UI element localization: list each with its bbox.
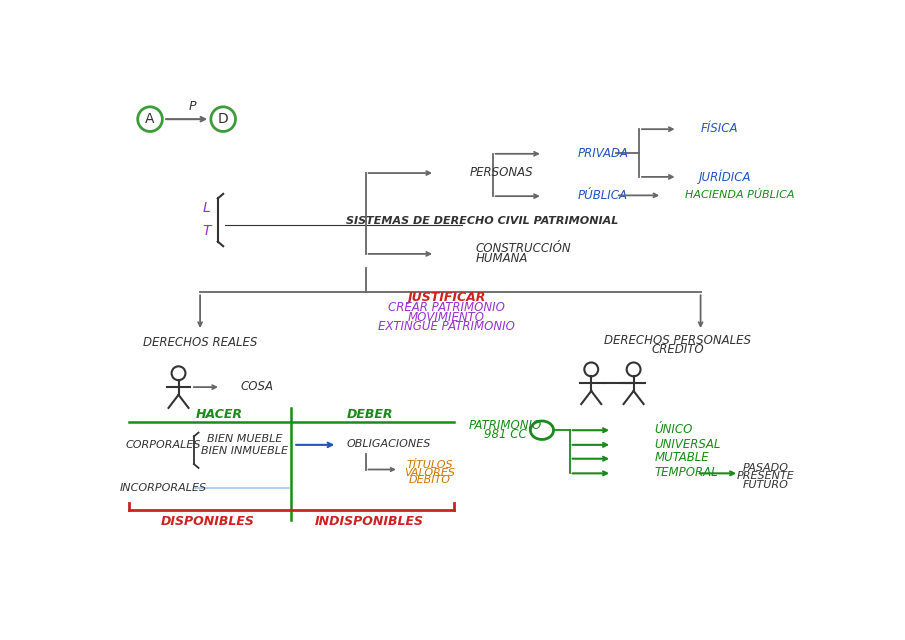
- Text: L: L: [203, 201, 210, 214]
- Text: DEBITO: DEBITO: [408, 476, 451, 485]
- Text: PRIVADA: PRIVADA: [577, 147, 628, 159]
- Text: MUTABLE: MUTABLE: [654, 451, 709, 465]
- Text: A: A: [146, 112, 155, 126]
- Text: CREDITO: CREDITO: [652, 343, 704, 356]
- Text: INDISPONIBLES: INDISPONIBLES: [315, 515, 424, 529]
- Text: VALORES: VALORES: [404, 468, 455, 477]
- Text: JUSTIFICAR: JUSTIFICAR: [407, 291, 486, 303]
- Text: DISPONIBLES: DISPONIBLES: [161, 515, 254, 529]
- Text: COSA: COSA: [240, 380, 273, 393]
- Text: DERECHOS PERSONALES: DERECHOS PERSONALES: [604, 333, 751, 347]
- Text: 981 CC: 981 CC: [484, 428, 527, 440]
- Text: HUMANA: HUMANA: [476, 252, 529, 265]
- Text: PASADO: PASADO: [743, 463, 789, 473]
- Text: CORPORALES: CORPORALES: [126, 440, 201, 450]
- Text: FUTURO: FUTURO: [743, 480, 789, 490]
- Text: DERECHOS REALES: DERECHOS REALES: [143, 336, 257, 349]
- Text: MOVIMIENTO: MOVIMIENTO: [408, 310, 485, 324]
- Text: HACIENDA PÚBLICA: HACIENDA PÚBLICA: [685, 190, 795, 200]
- Text: PERSONAS: PERSONAS: [470, 166, 533, 179]
- Text: D: D: [218, 112, 229, 126]
- Text: FÍSICA: FÍSICA: [700, 122, 738, 135]
- Text: UNIVERSAL: UNIVERSAL: [654, 438, 720, 451]
- Text: PATRIMONIO: PATRIMONIO: [469, 419, 542, 432]
- Text: OBLIGACIONES: OBLIGACIONES: [347, 439, 431, 449]
- Text: CREAR PATRIMONIO: CREAR PATRIMONIO: [388, 301, 505, 314]
- Text: SISTEMAS DE DERECHO CIVIL PATRIMONIAL: SISTEMAS DE DERECHO CIVIL PATRIMONIAL: [347, 216, 619, 226]
- Text: INCORPORALES: INCORPORALES: [119, 483, 206, 493]
- Text: CONSTRUCCIÓN: CONSTRUCCIÓN: [476, 242, 571, 255]
- Text: BIEN INMUEBLE: BIEN INMUEBLE: [201, 446, 289, 456]
- Text: TEMPORAL: TEMPORAL: [654, 466, 718, 479]
- Text: T: T: [202, 224, 211, 238]
- Text: EXTINGUE PATRIMONIO: EXTINGUE PATRIMONIO: [378, 320, 515, 333]
- Text: TÍTULOS: TÍTULOS: [406, 460, 452, 470]
- Text: ÚNICO: ÚNICO: [654, 423, 692, 436]
- Text: PRESENTE: PRESENTE: [738, 472, 795, 481]
- Text: BIEN MUEBLE: BIEN MUEBLE: [207, 435, 282, 444]
- Text: HACER: HACER: [195, 408, 243, 420]
- Text: PÚBLICA: PÚBLICA: [577, 189, 627, 202]
- Text: P: P: [188, 100, 196, 113]
- Text: JURÍDICA: JURÍDICA: [699, 170, 751, 184]
- Text: DEBER: DEBER: [347, 408, 393, 420]
